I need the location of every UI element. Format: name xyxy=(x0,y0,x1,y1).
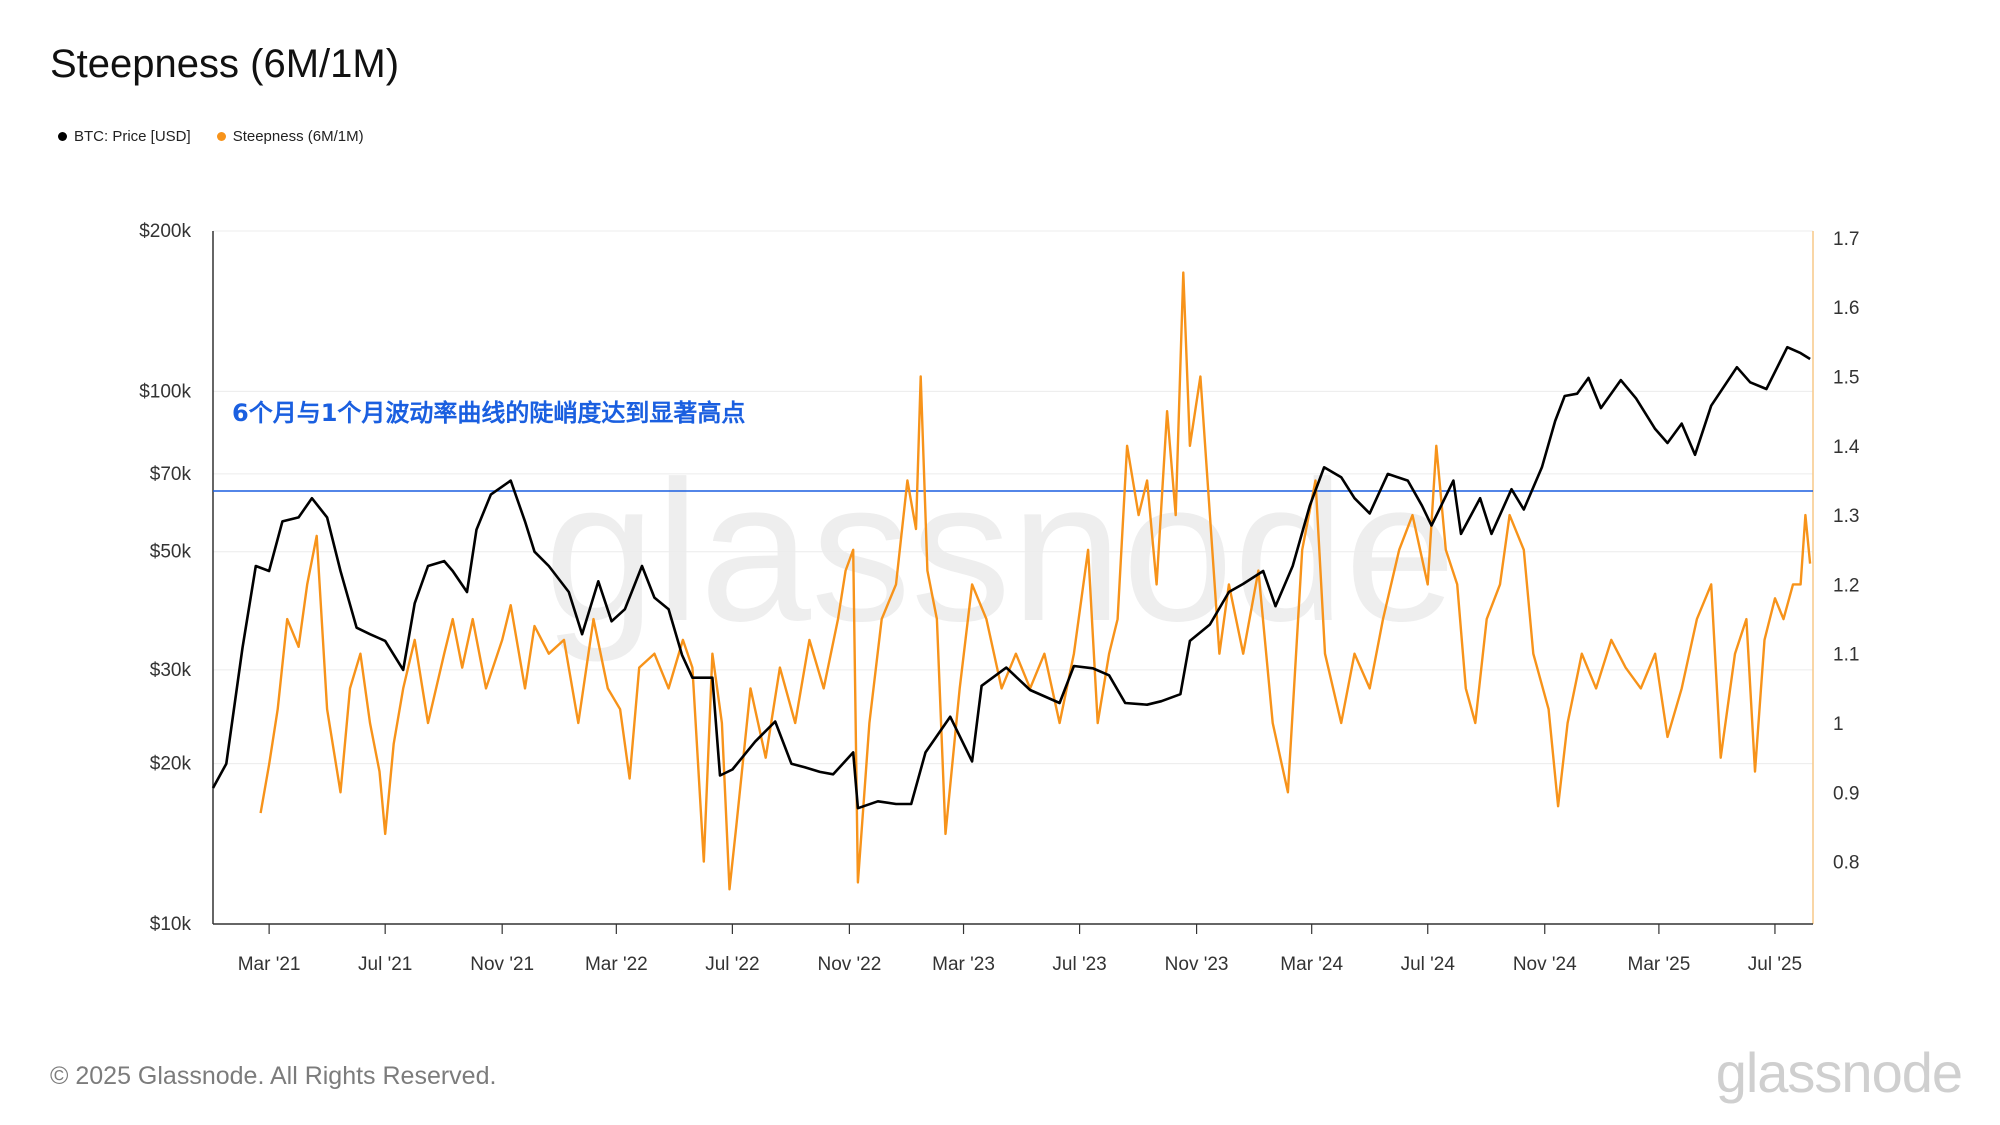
x-tick-label: Mar '24 xyxy=(1280,954,1343,975)
legend-label-price: BTC: Price [USD] xyxy=(74,128,191,145)
x-tick-label: Jul '24 xyxy=(1401,954,1456,975)
y-right-tick-label: 1.1 xyxy=(1833,645,1859,666)
y-right-tick-label: 1.7 xyxy=(1833,229,1859,250)
chart-legend: BTC: Price [USD] Steepness (6M/1M) xyxy=(58,128,364,145)
x-tick-label: Jul '22 xyxy=(705,954,759,975)
y-right-tick-label: 0.8 xyxy=(1833,853,1859,874)
x-tick-label: Nov '21 xyxy=(470,954,534,975)
x-tick-label: Nov '22 xyxy=(817,954,881,975)
y-right-tick-label: 1.2 xyxy=(1833,575,1859,596)
y-right-tick-label: 1.6 xyxy=(1833,298,1859,319)
series-layer xyxy=(211,271,1813,891)
series-line-steepness xyxy=(259,271,1812,891)
footer-copyright: © 2025 Glassnode. All Rights Reserved. xyxy=(50,1062,497,1090)
x-tick-label: Jul '21 xyxy=(358,954,412,975)
y-right-tick-label: 1 xyxy=(1833,714,1844,735)
x-tick-label: Jul '23 xyxy=(1052,954,1106,975)
legend-dot-steepness xyxy=(216,132,226,141)
y-left-tick-label: $70k xyxy=(150,464,192,485)
x-tick-label: Mar '21 xyxy=(238,954,301,975)
y-left-tick-label: $50k xyxy=(150,542,192,563)
y-left-tick-label: $20k xyxy=(150,754,192,775)
x-tick-label: Jul '25 xyxy=(1748,954,1802,975)
y-left-tick-label: $30k xyxy=(150,660,192,681)
y-left-tick-label: $100k xyxy=(139,381,191,402)
series-line-price xyxy=(211,345,1811,810)
y-left-tick-label: $200k xyxy=(139,221,191,242)
axis-layer: $10k $20k $30k $50k $70k $100k $200k 0.8 0.9 1 1.1… xyxy=(139,221,1860,975)
chart-annotation: 6个月与1个月波动率曲线的陡峭度达到显著高点 xyxy=(232,399,745,427)
legend-label-steepness: Steepness (6M/1M) xyxy=(232,128,364,145)
y-right-tick-label: 1.5 xyxy=(1833,368,1859,389)
chart-title: Steepness (6M/1M) xyxy=(50,42,400,86)
legend-dot-price xyxy=(58,132,67,141)
x-tick-label: Mar '25 xyxy=(1628,954,1691,975)
footer-logo: glassnode xyxy=(1715,1041,1963,1104)
x-tick-label: Nov '24 xyxy=(1513,954,1577,975)
x-tick-label: Mar '22 xyxy=(585,954,648,975)
legend-item-steepness[interactable]: Steepness (6M/1M) xyxy=(216,128,364,145)
y-left-tick-label: $10k xyxy=(150,914,192,935)
legend-item-price[interactable]: BTC: Price [USD] xyxy=(58,128,191,145)
y-right-tick-label: 1.4 xyxy=(1833,437,1860,458)
y-right-tick-label: 0.9 xyxy=(1833,783,1859,804)
y-right-tick-label: 1.3 xyxy=(1833,506,1859,527)
x-tick-label: Mar '23 xyxy=(932,954,995,975)
x-tick-label: Nov '23 xyxy=(1165,954,1229,975)
